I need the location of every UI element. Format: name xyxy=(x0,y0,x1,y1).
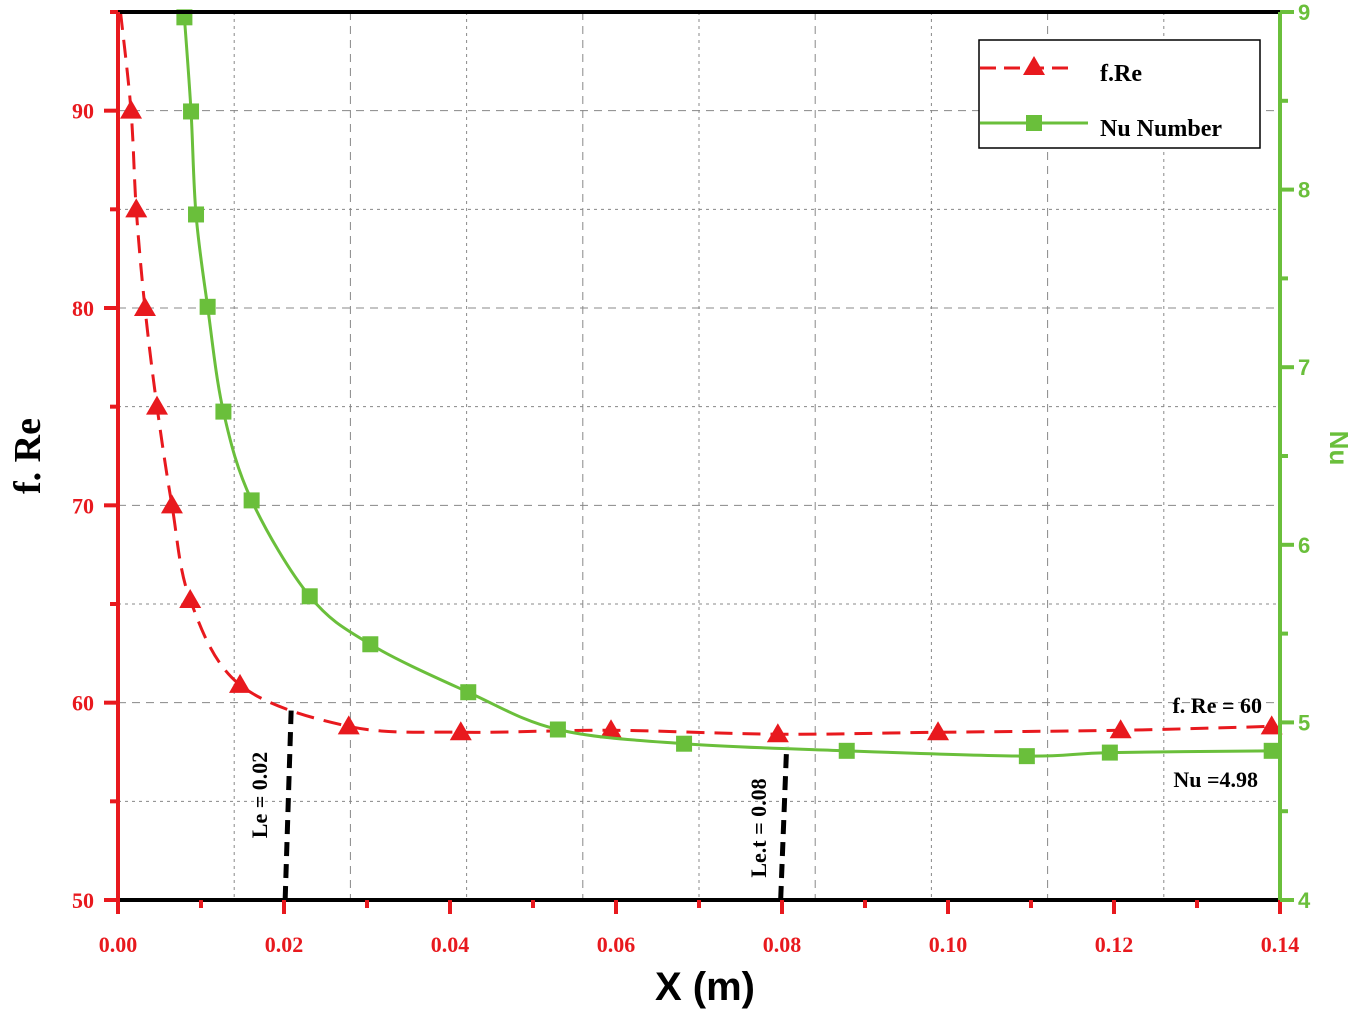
annotation-fre: f. Re = 60 xyxy=(1172,693,1262,718)
data-point-nu xyxy=(676,735,693,752)
x-tick-label: 0.12 xyxy=(1095,932,1134,957)
x-tick-label: 0.04 xyxy=(431,932,470,957)
annotation-line xyxy=(778,745,790,901)
y-left-tick-label: 60 xyxy=(72,691,94,716)
y-left-tick-label: 90 xyxy=(72,99,94,124)
data-point-fre xyxy=(337,715,360,735)
annotation-line xyxy=(282,710,294,901)
y-right-tick-label: 8 xyxy=(1298,178,1310,203)
series-line-nu xyxy=(182,17,1272,758)
annotation-let: Le.t = 0.08 xyxy=(746,778,771,877)
legend-label-nu: Nu Number xyxy=(1100,116,1222,142)
y-right-tick-label: 7 xyxy=(1298,355,1310,380)
data-point-nu xyxy=(215,403,232,420)
x-tick-label: 0.08 xyxy=(763,932,802,957)
annotation-nu: Nu =4.98 xyxy=(1173,767,1258,792)
data-point-fre xyxy=(120,99,143,119)
y-right-tick-label: 4 xyxy=(1298,888,1311,913)
data-point-nu xyxy=(1263,742,1280,759)
data-point-fre xyxy=(927,721,950,741)
y-right-tick-label: 5 xyxy=(1298,710,1310,735)
series-layer xyxy=(118,9,1283,901)
data-point-nu xyxy=(301,588,318,605)
data-point-fre xyxy=(766,723,789,743)
y-right-tick-label: 9 xyxy=(1298,0,1310,25)
data-point-nu xyxy=(549,721,566,738)
axes: 0.00 0.02 0.04 0.06 0.08 0.10 0.12 0.14 50 60 70 80… xyxy=(72,0,1311,957)
y-right-tick-label: 6 xyxy=(1298,533,1310,558)
legend-square-icon xyxy=(1026,115,1042,131)
annotation-le: Le = 0.02 xyxy=(247,752,272,838)
data-point-nu xyxy=(183,103,200,120)
data-point-nu xyxy=(460,684,477,701)
x-tick-label: 0.02 xyxy=(265,932,304,957)
data-point-nu xyxy=(243,492,260,509)
data-point-fre xyxy=(133,297,156,316)
data-point-fre xyxy=(179,589,202,609)
data-point-nu xyxy=(199,298,216,315)
data-point-fre xyxy=(449,721,472,741)
y-left-tick-label: 70 xyxy=(72,493,94,518)
x-tick-label: 0.14 xyxy=(1261,932,1300,957)
x-tick-label: 0.10 xyxy=(929,932,968,957)
data-point-fre xyxy=(160,494,183,514)
y-left-axis-label: f. Re xyxy=(7,418,49,494)
data-point-nu xyxy=(1018,748,1035,765)
data-point-nu xyxy=(838,742,855,759)
x-tick-label: 0.00 xyxy=(99,932,138,957)
data-point-nu xyxy=(1101,744,1118,761)
data-point-fre xyxy=(1260,715,1283,735)
data-point-fre xyxy=(229,673,252,693)
legend: f.Re Nu Number xyxy=(978,39,1261,149)
y-right-axis-label: Nu xyxy=(1324,431,1354,466)
data-point-fre xyxy=(1109,719,1132,739)
y-left-tick-label: 80 xyxy=(72,296,94,321)
legend-triangle-icon xyxy=(1023,56,1045,75)
data-point-fre xyxy=(600,719,623,739)
x-axis-label: X (m) xyxy=(655,965,755,1009)
y-left-tick-label: 50 xyxy=(72,888,94,913)
data-point-nu xyxy=(362,636,379,653)
data-point-nu xyxy=(188,206,205,223)
series-line-fre xyxy=(118,11,1272,736)
x-tick-label: 0.06 xyxy=(597,932,636,957)
data-point-fre xyxy=(125,198,148,218)
legend-label-fre: f.Re xyxy=(1100,61,1142,87)
data-point-fre xyxy=(146,395,169,415)
